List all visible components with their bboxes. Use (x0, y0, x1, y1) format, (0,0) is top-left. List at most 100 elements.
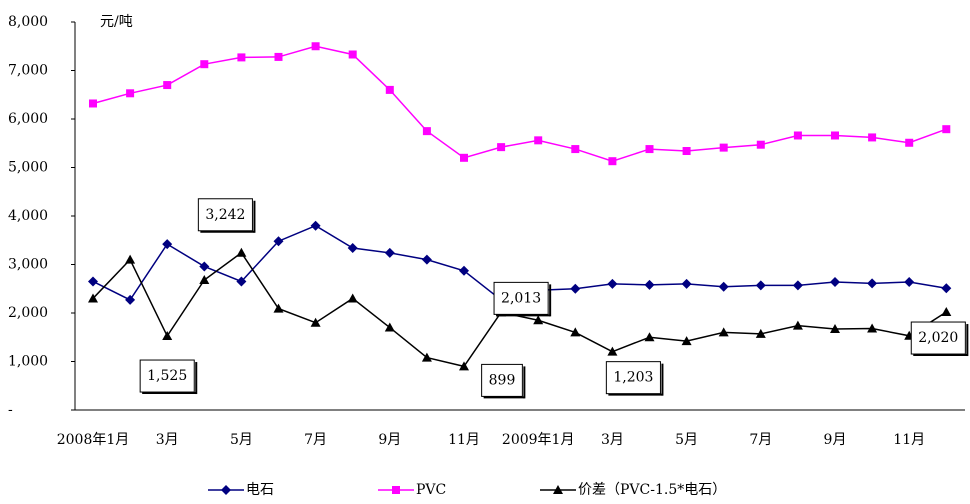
data-point (459, 265, 469, 276)
y-tick-label: - (8, 402, 13, 418)
legend-marker (221, 485, 231, 495)
y-tick-label: 1,000 (8, 354, 48, 370)
data-point (831, 131, 839, 140)
data-point (719, 143, 728, 152)
data-point (348, 50, 357, 59)
data-point (311, 42, 320, 51)
data-point (570, 327, 581, 337)
data-point (792, 320, 803, 330)
data-point (200, 60, 209, 69)
data-point (421, 352, 432, 362)
data-point (792, 280, 803, 291)
data-point (273, 303, 284, 313)
data-point (645, 145, 654, 154)
data-point (274, 52, 283, 61)
x-tick-label: 11月 (893, 432, 925, 448)
data-point (718, 327, 729, 337)
data-point (644, 332, 655, 342)
data-point (89, 99, 97, 108)
data-point (682, 147, 691, 156)
data-point (163, 81, 172, 90)
data-point (904, 276, 915, 287)
legend-marker (553, 485, 563, 494)
data-point (126, 89, 135, 98)
x-tick-label: 11月 (448, 432, 480, 448)
y-tick-label: 2,000 (8, 305, 48, 321)
x-tick-label: 7月 (749, 432, 772, 448)
x-tick-label: 9月 (378, 432, 401, 448)
data-point (867, 278, 878, 289)
legend-label: 价差（PVC-1.5*电石） (578, 482, 726, 498)
data-point (162, 331, 173, 341)
data-label-box (139, 359, 195, 393)
data-point (607, 346, 618, 356)
data-point (237, 53, 246, 62)
data-label: 1,525 (147, 368, 187, 384)
data-point (347, 293, 358, 303)
data-point (459, 361, 469, 371)
x-tick-label: 5月 (230, 432, 253, 448)
data-point (867, 323, 878, 333)
data-point (88, 293, 98, 303)
data-point (199, 275, 210, 285)
data-point (534, 136, 543, 145)
data-point (310, 220, 321, 231)
y-tick-label: 6,000 (8, 111, 48, 127)
data-label: 3,242 (205, 207, 245, 223)
data-point (88, 276, 98, 287)
data-point (608, 157, 617, 166)
x-tick-label: 2008年1月 (57, 432, 130, 448)
legend-label: 电石 (246, 482, 274, 498)
data-label: 2,020 (918, 330, 958, 346)
data-point (460, 153, 468, 162)
data-point (533, 315, 544, 325)
data-label: 1,203 (613, 370, 653, 386)
data-point (422, 127, 431, 136)
data-point (756, 140, 765, 149)
data-point (755, 328, 766, 338)
data-point (681, 336, 692, 346)
x-tick-label: 2009年1月 (502, 432, 575, 448)
data-label-box (605, 361, 661, 395)
data-point (941, 283, 952, 294)
data-point (793, 131, 802, 140)
y-tick-label: 7,000 (8, 63, 48, 79)
data-point (384, 322, 395, 332)
x-tick-label: 9月 (824, 432, 847, 448)
data-point (385, 85, 394, 94)
data-point (718, 281, 729, 292)
x-tick-label: 7月 (304, 432, 327, 448)
data-point (681, 278, 692, 289)
data-label: 2,013 (501, 290, 541, 306)
y-tick-label: 3,000 (8, 257, 48, 273)
data-point (421, 254, 432, 265)
data-label-box (481, 363, 523, 397)
data-point (125, 254, 136, 264)
data-point (941, 307, 952, 317)
legend-label: PVC (416, 482, 446, 498)
data-point (273, 236, 284, 247)
y-axis-unit: 元/吨 (100, 14, 133, 30)
x-tick-label: 3月 (601, 432, 624, 448)
y-tick-label: 5,000 (8, 160, 48, 176)
x-tick-label: 5月 (675, 432, 698, 448)
data-point (236, 247, 247, 257)
data-point (347, 243, 358, 254)
data-point (199, 261, 210, 272)
data-point (162, 239, 173, 250)
legend-marker (392, 486, 400, 494)
y-tick-label: 4,000 (8, 208, 48, 224)
data-point (571, 145, 580, 154)
data-point (830, 276, 840, 287)
data-label: 899 (489, 372, 516, 388)
data-point (236, 276, 247, 287)
series-line (92, 45, 947, 162)
data-point (644, 279, 655, 290)
data-point (868, 133, 877, 142)
data-point (755, 280, 766, 291)
data-point (905, 138, 914, 147)
data-point (942, 125, 951, 134)
data-point (310, 317, 321, 327)
data-point (497, 143, 506, 152)
